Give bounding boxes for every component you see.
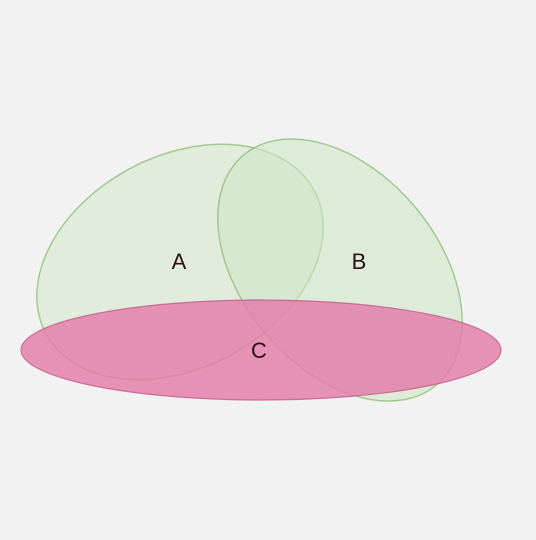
set-c-ellipse (20, 299, 502, 401)
set-b-label: B (352, 249, 367, 274)
set-a-label: A (172, 249, 187, 274)
set-c-label: C (251, 338, 267, 363)
